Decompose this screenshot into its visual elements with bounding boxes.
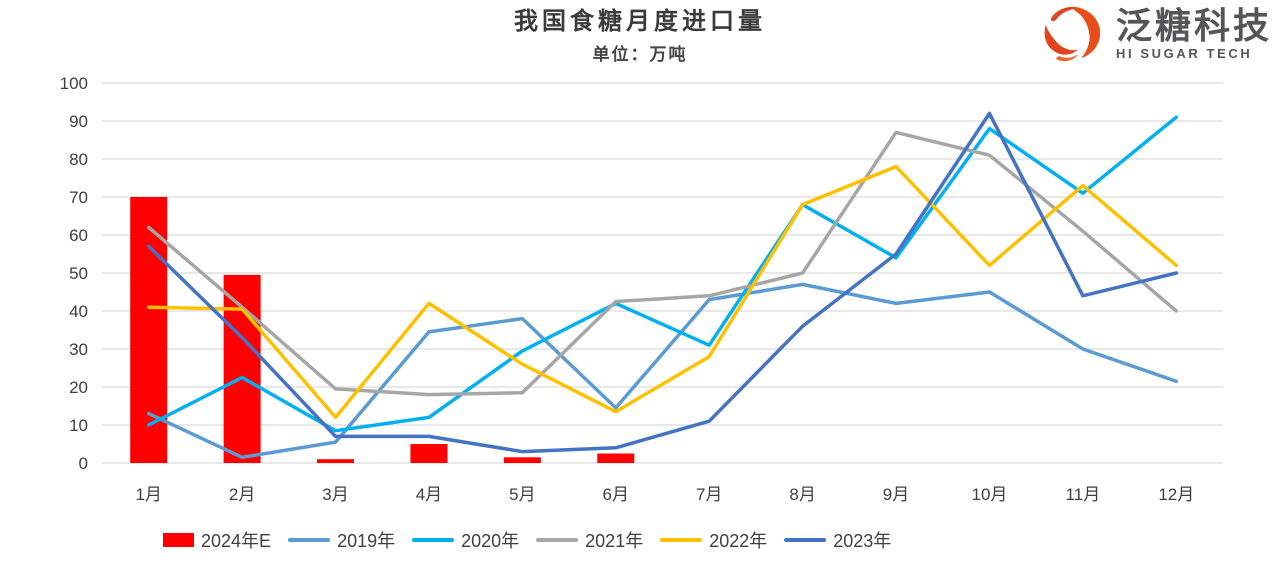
- y-axis-label: 50: [69, 264, 88, 283]
- y-axis-label: 70: [69, 188, 88, 207]
- legend-label: 2021年: [585, 531, 644, 551]
- brand-logo: 泛糖科技 HI SUGAR TECH: [1030, 2, 1272, 66]
- x-axis-label: 3月: [322, 485, 348, 504]
- legend-item: 2019年: [288, 527, 395, 553]
- y-axis-label: 40: [69, 302, 88, 321]
- legend-swatch: [412, 538, 455, 542]
- x-axis-label: 2月: [229, 485, 255, 504]
- legend-label: 2023年: [833, 531, 892, 551]
- x-axis-label: 12月: [1158, 485, 1194, 504]
- legend-item: 2021年: [536, 527, 643, 553]
- x-axis-label: 1月: [135, 485, 161, 504]
- legend-item: 2020年: [412, 527, 519, 553]
- legend-swatch: [660, 538, 703, 542]
- series-line: [146, 130, 1179, 397]
- y-axis-label: 30: [69, 340, 88, 359]
- x-axis-label: 10月: [971, 485, 1007, 504]
- x-axis-label: 11月: [1066, 485, 1101, 504]
- swirl-sphere-icon: [1044, 6, 1101, 62]
- y-axis-label: 0: [79, 454, 88, 473]
- legend-label: 2022年: [709, 531, 768, 551]
- x-axis-label: 8月: [789, 485, 815, 504]
- bar: [503, 457, 541, 463]
- brand-name-en: HI SUGAR TECH: [1115, 46, 1253, 62]
- legend-label: 2019年: [337, 531, 396, 551]
- bar: [223, 274, 261, 463]
- legend-item: 2024年E: [163, 527, 271, 553]
- y-axis-label: 60: [69, 226, 88, 245]
- legend-swatch: [784, 538, 827, 542]
- monthly-sugar-import-chart: 0 10 20 30 40 50 60 70 80 90 100 1月 2月 3月 4月 5月 6月 7月 8月 9月…: [60, 74, 1223, 504]
- y-axis-label: 80: [69, 150, 88, 169]
- y-axis-label: 10: [69, 416, 88, 435]
- legend-swatch: [288, 538, 331, 542]
- y-axis-label: 90: [69, 112, 88, 131]
- legend-item: 2022年: [660, 527, 767, 553]
- series-line: [146, 111, 1179, 454]
- legend-label: 2024年E: [201, 531, 272, 551]
- series-line: [146, 164, 1179, 420]
- chart-legend: 2024年E 2019年 2020年 2021年 2022年 2023年: [163, 527, 908, 553]
- brand-name-cn: 泛糖科技: [1115, 4, 1272, 46]
- x-axis-label: 6月: [603, 485, 629, 504]
- series-line: [146, 282, 1179, 460]
- y-axis-label: 20: [69, 378, 88, 397]
- bar: [317, 459, 355, 463]
- brand-text: 泛糖科技 HI SUGAR TECH: [1115, 4, 1272, 62]
- x-axis-label: 7月: [696, 485, 722, 504]
- bar: [597, 453, 635, 463]
- bar: [410, 444, 448, 463]
- y-axis-label: 100: [60, 74, 88, 93]
- legend-swatch: [536, 538, 579, 542]
- legend-label: 2020年: [461, 531, 520, 551]
- legend-swatch: [163, 533, 194, 547]
- x-axis-label: 9月: [883, 485, 909, 504]
- x-axis-label: 4月: [416, 485, 442, 504]
- legend-item: 2023年: [784, 527, 891, 553]
- x-axis-label: 5月: [509, 485, 535, 504]
